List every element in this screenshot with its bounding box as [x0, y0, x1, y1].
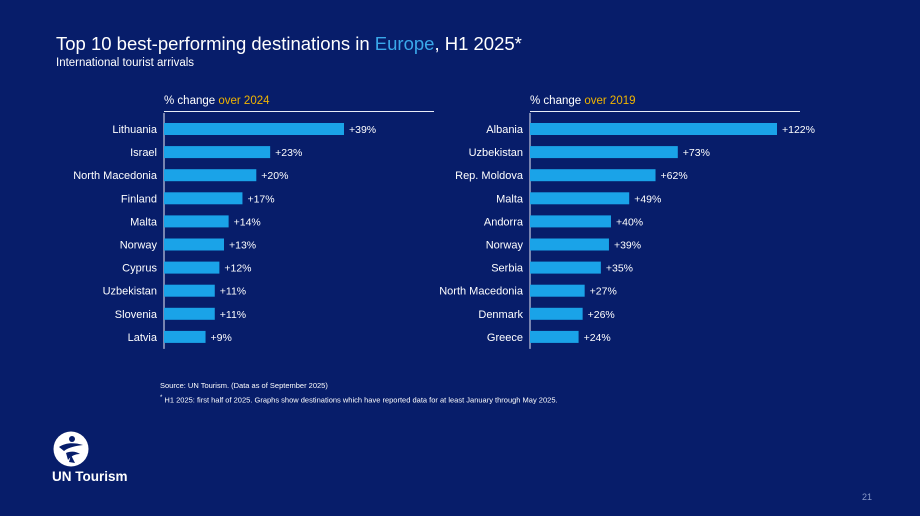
- chart-header-highlight: over 2019: [584, 95, 636, 107]
- data-label: +49%: [634, 193, 661, 205]
- category-label: Malta: [130, 216, 158, 228]
- category-label: Cyprus: [122, 263, 157, 275]
- category-label: Denmark: [478, 309, 523, 321]
- data-label: +17%: [247, 193, 274, 205]
- category-label: Lithuania: [112, 124, 158, 136]
- bar-north-macedonia: [530, 284, 585, 297]
- data-label: +9%: [211, 332, 232, 344]
- chart-header-prefix: % change: [530, 95, 585, 107]
- data-label: +23%: [275, 147, 302, 159]
- category-label: Norway: [120, 240, 158, 252]
- data-label: +122%: [782, 124, 815, 136]
- bar-lithuania: [164, 123, 344, 135]
- chart-panel-2024: % change over 2024 Lithuania +39% Israel +2…: [73, 95, 434, 355]
- data-label: +13%: [229, 240, 256, 252]
- category-label: Norway: [486, 240, 524, 252]
- title-prefix: Top 10 best-performing destinations in: [56, 33, 375, 54]
- data-label: +11%: [220, 286, 246, 298]
- bar-uzbekistan: [530, 146, 678, 159]
- category-label: Rep. Moldova: [455, 170, 524, 182]
- page-title: Top 10 best-performing destinations in E…: [56, 33, 522, 55]
- title-highlight: Europe: [374, 33, 435, 54]
- chart-header-2019: % change over 2019: [530, 95, 800, 112]
- bar-chart-2024: Lithuania +39% Israel +23% North Macedonia +2…: [73, 113, 376, 349]
- data-label: +35%: [606, 263, 633, 275]
- bar-malta: [530, 192, 630, 205]
- footnote-marker: *: [160, 395, 163, 401]
- bar-rep-moldova: [530, 169, 656, 182]
- bar-norway: [530, 238, 609, 251]
- bar-finland: [164, 192, 243, 205]
- chart-header-highlight: over 2024: [218, 95, 270, 107]
- category-label: Malta: [496, 193, 524, 205]
- data-label: +26%: [588, 309, 615, 321]
- data-label: +73%: [683, 147, 710, 159]
- bar-slovenia: [164, 307, 215, 320]
- bar-denmark: [530, 307, 583, 320]
- category-label: Slovenia: [115, 309, 158, 321]
- bar-malta: [164, 215, 229, 228]
- footnote-text: H1 2025: first half of 2025. Graphs show…: [162, 395, 558, 405]
- category-label: Andorra: [484, 216, 524, 228]
- bar-chart-2019: Albania +122% Uzbekistan +73% Rep. Moldova +6…: [439, 113, 815, 349]
- bar-greece: [530, 330, 579, 343]
- category-label: Uzbekistan: [103, 286, 157, 298]
- data-label: +39%: [614, 240, 641, 252]
- bar-andorra: [530, 215, 611, 228]
- bar-albania: [530, 123, 777, 135]
- source-note: Source: UN Tourism. (Data as of Septembe…: [160, 381, 328, 390]
- bar-norway: [164, 238, 224, 251]
- category-label: Israel: [130, 147, 157, 159]
- data-label: +62%: [661, 170, 688, 182]
- bar-uzbekistan: [164, 284, 215, 297]
- category-label: North Macedonia: [439, 286, 524, 298]
- title-suffix: , H1 2025*: [434, 33, 522, 54]
- un-tourism-logo-icon: [53, 431, 89, 467]
- category-label: Latvia: [128, 332, 158, 344]
- data-label: +40%: [616, 216, 643, 228]
- chart-header-2024: % change over 2024: [164, 95, 434, 112]
- page-number: 21: [861, 492, 872, 502]
- bar-north-macedonia: [164, 169, 257, 182]
- chart-header-prefix: % change: [164, 95, 219, 107]
- data-label: +20%: [261, 170, 288, 182]
- data-label: +11%: [220, 309, 246, 321]
- category-label: North Macedonia: [73, 170, 158, 182]
- bar-israel: [164, 146, 271, 159]
- bar-serbia: [530, 261, 601, 274]
- data-label: +27%: [590, 286, 617, 298]
- data-label: +39%: [349, 124, 376, 136]
- category-label: Finland: [121, 193, 157, 205]
- category-label: Albania: [486, 124, 524, 136]
- page-subtitle: International tourist arrivals: [56, 57, 195, 69]
- category-label: Serbia: [491, 263, 524, 275]
- data-label: +14%: [234, 216, 261, 228]
- data-label: +12%: [224, 263, 251, 275]
- category-label: Greece: [487, 332, 523, 344]
- chart-panel-2019: % change over 2019 Albania +122% Uzbekista…: [439, 95, 815, 355]
- footnote: * H1 2025: first half of 2025. Graphs sh…: [160, 395, 558, 405]
- data-label: +24%: [584, 332, 611, 344]
- category-label: Uzbekistan: [469, 147, 523, 159]
- logo-text: UN Tourism: [52, 469, 128, 484]
- bar-latvia: [164, 330, 206, 343]
- bar-cyprus: [164, 261, 220, 274]
